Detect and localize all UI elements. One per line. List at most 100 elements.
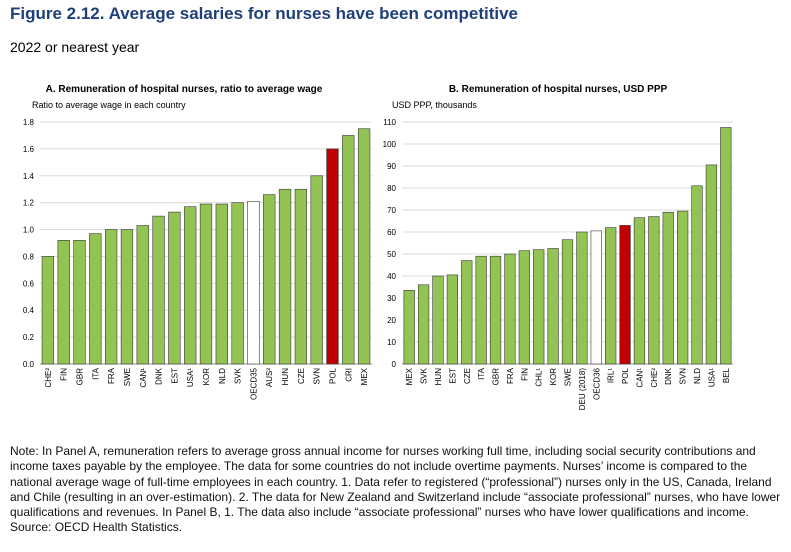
panel-b-bar-irl: [605, 227, 617, 365]
panel-b-bar-che: [648, 216, 660, 365]
panel-b-x-tick-label: DNK: [664, 367, 673, 385]
panel-a-x-tick-label: KOR: [202, 368, 211, 386]
panel-b-bar-cze: [461, 260, 473, 365]
panel-b-bar-bel: [720, 127, 732, 365]
panel-a-bar-che: [41, 256, 55, 365]
panel-a-y-tick-label: 0.6: [23, 279, 35, 288]
panel-a-x-tick-label: FRA: [107, 367, 116, 384]
panel-b-bar-gbr: [489, 255, 502, 365]
panel-b-x-tick-label: HUN: [434, 368, 443, 386]
panel-a-x-tick-label: USA¹: [186, 368, 195, 387]
panel-a-bar-ita: [89, 233, 102, 365]
panel-b-bar-chl: [533, 249, 545, 365]
panel-b-y-tick-label: 10: [387, 338, 396, 347]
panel-a-bar-gbr: [73, 240, 86, 365]
panel-a-bar-swe: [120, 229, 134, 365]
panel-a-chart: A. Remuneration of hospital nurses, rati…: [23, 84, 372, 400]
panel-b-bar-svn: [677, 210, 689, 365]
panel-a-y-tick-label: 1.0: [23, 226, 35, 235]
note-text: Note: In Panel A, remuneration refers to…: [10, 444, 781, 520]
panel-b-x-tick-label: CHE²: [650, 368, 659, 388]
panel-a-y-tick-label: 0.2: [23, 333, 35, 342]
panel-a-x-tick-label: EST: [170, 368, 179, 384]
panel-b-x-tick-label: CZE: [463, 368, 472, 384]
panel-a-y-tick-label: 1.4: [23, 172, 35, 181]
panel-b-bar-fin: [518, 250, 530, 365]
panel-a-x-tick-label: GBR: [76, 368, 85, 386]
panel-a-bar-nld: [215, 203, 228, 365]
panel-b-x-tick-label: CAN¹: [635, 368, 644, 388]
panel-b-x-tick-label: GBR: [492, 368, 501, 386]
panel-a-bar-can: [136, 225, 149, 365]
panel-b-x-tick-label: CHL¹: [535, 368, 544, 387]
panel-b-x-tick-label: SVN: [679, 368, 688, 385]
panel-b-y-tick-label: 20: [387, 316, 396, 325]
panel-a-y-tick-label: 1.2: [23, 199, 35, 208]
panel-b-y-tick-label: 70: [387, 206, 396, 215]
panel-b-x-tick-label: ITA: [477, 367, 486, 380]
panel-b-y-tick-label: 30: [387, 294, 396, 303]
panel-b-x-tick-label: EST: [448, 368, 457, 384]
panel-b-y-tick-label: 90: [387, 162, 396, 171]
panel-b-y-tick-label: 60: [387, 228, 396, 237]
panel-a-bar-svk: [231, 202, 244, 365]
panel-a-bar-svn: [310, 175, 323, 365]
panel-a-bar-dnk: [152, 215, 165, 365]
panel-a-bar-usa: [184, 206, 197, 365]
panel-a-bar-cri: [342, 135, 355, 365]
panel-a-x-tick-label: ITA: [91, 367, 100, 380]
panel-b-x-tick-label: POL: [621, 367, 630, 384]
panel-b-bar-kor: [547, 248, 559, 365]
panel-b-x-tick-label: SVK: [420, 367, 429, 384]
panel-b-bar-fra: [504, 253, 516, 365]
panel-b-x-tick-label: DEU (2018): [578, 368, 587, 411]
panel-b-x-tick-label: OECD36: [592, 367, 601, 400]
panel-a-x-tick-label: POL: [328, 367, 337, 384]
panel-a-x-tick-label: CAN¹: [139, 368, 148, 388]
panel-b-bar-deu-2018: [576, 231, 588, 365]
panel-b-bar-mex: [403, 289, 415, 365]
panel-a-x-tick-label: NLD: [218, 368, 227, 384]
panel-a-bar-fra: [104, 229, 118, 365]
panel-b-bar-est: [446, 274, 458, 365]
panel-a-y-tick-label: 1.8: [23, 118, 35, 127]
panel-a-x-tick-label: HUN: [281, 368, 290, 386]
panel-b-x-tick-label: BEL: [722, 367, 731, 383]
source-text: Source: OECD Health Statistics.: [10, 520, 183, 535]
panel-a-x-tick-label: OECD35: [249, 367, 258, 400]
panel-b-y-tick-label: 50: [387, 250, 396, 259]
panel-a-y-tick-label: 1.6: [23, 145, 35, 154]
panel-b-x-tick-label: SWE: [564, 368, 573, 386]
panel-b-x-tick-label: IRL¹: [607, 368, 616, 383]
panel-b-bar-pol: [619, 225, 631, 365]
panel-a-y-tick-label: 0.0: [23, 360, 35, 369]
panel-b-x-tick-label: FIN: [520, 368, 529, 381]
panel-b-bar-can: [633, 217, 646, 365]
panel-a-bar-kor: [199, 203, 213, 365]
panel-b-chart: B. Remuneration of hospital nurses, USD …: [383, 84, 733, 410]
panel-a-x-tick-label: FIN: [60, 368, 69, 381]
panel-b-y-tick-label: 100: [383, 140, 397, 149]
panel-b-x-tick-label: USA¹: [707, 368, 716, 387]
panel-a-x-tick-label: CZE: [297, 368, 306, 384]
figure-subtitle: 2022 or nearest year: [10, 39, 140, 55]
panel-b-bar-nld: [691, 185, 703, 365]
panel-b-y-tick-label: 40: [387, 272, 396, 281]
panel-a-x-tick-label: DNK: [155, 367, 164, 385]
panel-b-bar-swe: [561, 239, 574, 365]
panel-a-bar-est: [168, 211, 181, 365]
panel-a-title: A. Remuneration of hospital nurses, rati…: [46, 84, 323, 95]
panel-a-bar-cze: [294, 188, 308, 365]
panel-b-bar-ita: [475, 255, 487, 365]
panel-b-bar-hun: [432, 275, 444, 365]
panel-b-y-label: USD PPP, thousands: [392, 100, 477, 110]
panel-b-title: B. Remuneration of hospital nurses, USD …: [449, 84, 668, 95]
figure-title: Figure 2.12. Average salaries for nurses…: [10, 4, 519, 23]
panel-b-bar-dnk: [662, 211, 674, 365]
panel-a-x-tick-label: CRI: [344, 368, 353, 382]
charts-canvas: A. Remuneration of hospital nurses, rati…: [23, 84, 733, 410]
panel-b-x-tick-label: KOR: [549, 368, 558, 386]
panel-a-y-label: Ratio to average wage in each country: [32, 100, 186, 110]
panel-a-x-tick-label: SVN: [313, 368, 322, 385]
panel-a-x-tick-label: SWE: [123, 368, 132, 386]
